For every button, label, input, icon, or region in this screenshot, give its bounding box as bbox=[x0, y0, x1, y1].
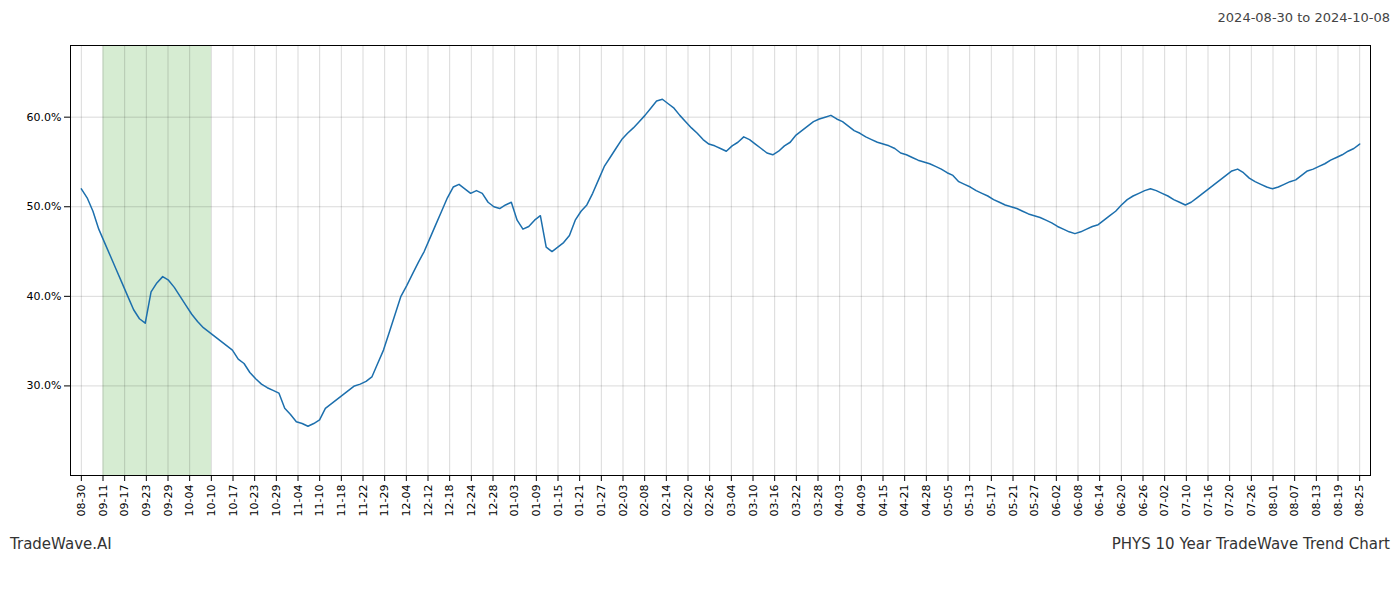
svg-text:03-28: 03-28 bbox=[812, 485, 825, 517]
svg-text:07-20: 07-20 bbox=[1223, 485, 1236, 517]
svg-text:06-02: 06-02 bbox=[1050, 485, 1063, 517]
svg-text:03-22: 03-22 bbox=[790, 485, 803, 517]
svg-text:10-29: 10-29 bbox=[270, 485, 283, 517]
svg-text:04-28: 04-28 bbox=[920, 485, 933, 517]
svg-text:06-20: 06-20 bbox=[1115, 485, 1128, 517]
svg-text:01-15: 01-15 bbox=[552, 485, 565, 517]
svg-text:12-24: 12-24 bbox=[465, 485, 478, 517]
svg-text:05-17: 05-17 bbox=[985, 485, 998, 517]
svg-text:40.0%: 40.0% bbox=[27, 290, 62, 303]
svg-text:04-03: 04-03 bbox=[833, 485, 846, 517]
svg-text:02-26: 02-26 bbox=[703, 485, 716, 517]
svg-text:07-10: 07-10 bbox=[1180, 485, 1193, 517]
svg-text:11-18: 11-18 bbox=[335, 485, 348, 517]
svg-text:09-23: 09-23 bbox=[140, 485, 153, 517]
svg-text:09-17: 09-17 bbox=[118, 485, 131, 517]
svg-text:02-03: 02-03 bbox=[617, 485, 630, 517]
svg-text:05-05: 05-05 bbox=[942, 485, 955, 517]
svg-text:01-03: 01-03 bbox=[508, 485, 521, 517]
svg-text:01-21: 01-21 bbox=[573, 485, 586, 517]
html-text:2024-08-30 to 2024-10-08: 2024-08-30 to 2024-10-08 bbox=[1217, 10, 1390, 25]
svg-text:05-21: 05-21 bbox=[1007, 485, 1020, 517]
svg-text:60.0%: 60.0% bbox=[27, 111, 62, 124]
svg-text:30.0%: 30.0% bbox=[27, 379, 62, 392]
svg-text:12-04: 12-04 bbox=[400, 485, 413, 517]
svg-text:11-04: 11-04 bbox=[292, 485, 305, 517]
svg-text:01-09: 01-09 bbox=[530, 485, 543, 517]
svg-text:10-04: 10-04 bbox=[183, 485, 196, 517]
html-text:PHYS 10 Year TradeWave Trend C: PHYS 10 Year TradeWave Trend Chart bbox=[1111, 535, 1390, 553]
svg-text:06-26: 06-26 bbox=[1137, 485, 1150, 517]
svg-text:10-23: 10-23 bbox=[248, 485, 261, 517]
svg-text:01-27: 01-27 bbox=[595, 485, 608, 517]
svg-text:08-25: 08-25 bbox=[1353, 485, 1366, 517]
svg-text:07-26: 07-26 bbox=[1245, 485, 1258, 517]
svg-text:06-14: 06-14 bbox=[1093, 485, 1106, 517]
svg-text:08-01: 08-01 bbox=[1267, 485, 1280, 517]
svg-text:08-19: 08-19 bbox=[1332, 485, 1345, 517]
svg-text:50.0%: 50.0% bbox=[27, 200, 62, 213]
svg-text:08-07: 08-07 bbox=[1288, 485, 1301, 517]
html-text:TradeWave.AI: TradeWave.AI bbox=[10, 535, 112, 553]
svg-text:02-20: 02-20 bbox=[682, 485, 695, 517]
svg-text:04-09: 04-09 bbox=[855, 485, 868, 517]
svg-text:03-10: 03-10 bbox=[747, 485, 760, 517]
svg-text:05-27: 05-27 bbox=[1028, 485, 1041, 517]
svg-text:07-02: 07-02 bbox=[1158, 485, 1171, 517]
svg-text:08-30: 08-30 bbox=[75, 485, 88, 517]
svg-text:11-10: 11-10 bbox=[313, 485, 326, 517]
svg-text:09-11: 09-11 bbox=[97, 485, 110, 517]
svg-text:03-04: 03-04 bbox=[725, 485, 738, 517]
svg-text:07-16: 07-16 bbox=[1202, 485, 1215, 517]
svg-text:12-12: 12-12 bbox=[422, 485, 435, 517]
svg-text:02-08: 02-08 bbox=[638, 485, 651, 517]
svg-text:11-22: 11-22 bbox=[357, 485, 370, 517]
svg-text:05-13: 05-13 bbox=[963, 485, 976, 517]
svg-text:04-21: 04-21 bbox=[898, 485, 911, 517]
svg-text:12-28: 12-28 bbox=[487, 485, 500, 517]
svg-text:04-15: 04-15 bbox=[877, 485, 890, 517]
svg-text:06-08: 06-08 bbox=[1072, 485, 1085, 517]
svg-text:03-16: 03-16 bbox=[768, 485, 781, 517]
svg-text:02-14: 02-14 bbox=[660, 485, 673, 517]
svg-text:10-10: 10-10 bbox=[205, 485, 218, 517]
svg-text:12-18: 12-18 bbox=[443, 485, 456, 517]
svg-text:09-29: 09-29 bbox=[162, 485, 175, 517]
svg-text:08-13: 08-13 bbox=[1310, 485, 1323, 517]
svg-text:11-29: 11-29 bbox=[378, 485, 391, 517]
svg-text:10-17: 10-17 bbox=[227, 485, 240, 517]
